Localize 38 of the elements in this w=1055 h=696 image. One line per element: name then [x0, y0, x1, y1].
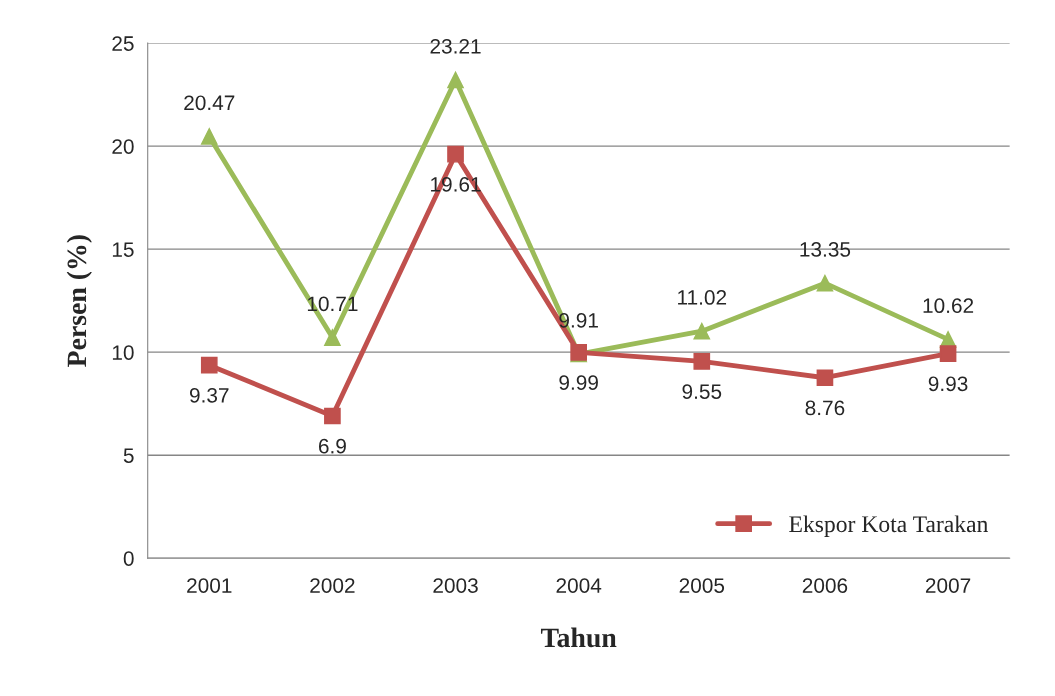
point — [816, 369, 834, 387]
data-label: 10.62 — [923, 298, 974, 314]
point — [693, 353, 711, 370]
x-tick-label: 2005 — [679, 578, 725, 593]
x-axis-title: Tahun — [540, 627, 617, 648]
point — [324, 407, 341, 425]
x-tick-label: 2003 — [433, 578, 478, 593]
y-tick-label: 15 — [112, 242, 134, 257]
data-label: 9.99 — [559, 375, 598, 390]
data-label: 8.76 — [805, 400, 845, 416]
y-tick-label: 5 — [123, 448, 134, 463]
point — [200, 356, 218, 374]
point — [447, 145, 464, 163]
data-label: 20.47 — [184, 95, 235, 111]
point — [939, 345, 957, 362]
data-label: 13.35 — [800, 242, 851, 257]
point — [447, 71, 464, 89]
x-tick-label: 2007 — [925, 578, 971, 593]
y-tick-label: 20 — [112, 139, 134, 154]
point — [693, 322, 711, 340]
x-tick-label: 2006 — [802, 578, 848, 593]
data-label: 23.21 — [430, 38, 481, 54]
data-label: 9.55 — [682, 384, 722, 399]
data-label: 9.37 — [189, 387, 229, 403]
legend-label: Ekspor Kota Tarakan — [789, 515, 989, 537]
point — [200, 128, 218, 145]
x-tick-label: 2004 — [556, 578, 602, 593]
y-tick-label: 10 — [112, 345, 134, 360]
y-tick-label: 0 — [123, 551, 134, 566]
y-axis-title: Persen (%) — [66, 235, 92, 367]
point — [816, 274, 834, 292]
x-tick-label: 2002 — [310, 578, 355, 593]
data-label: 9.93 — [928, 376, 968, 392]
x-tick-label: 2001 — [187, 578, 232, 593]
point — [324, 329, 341, 346]
y-tick-label: 25 — [112, 36, 134, 51]
data-label: 11.02 — [678, 290, 727, 305]
data-label: 6.9 — [318, 438, 346, 454]
